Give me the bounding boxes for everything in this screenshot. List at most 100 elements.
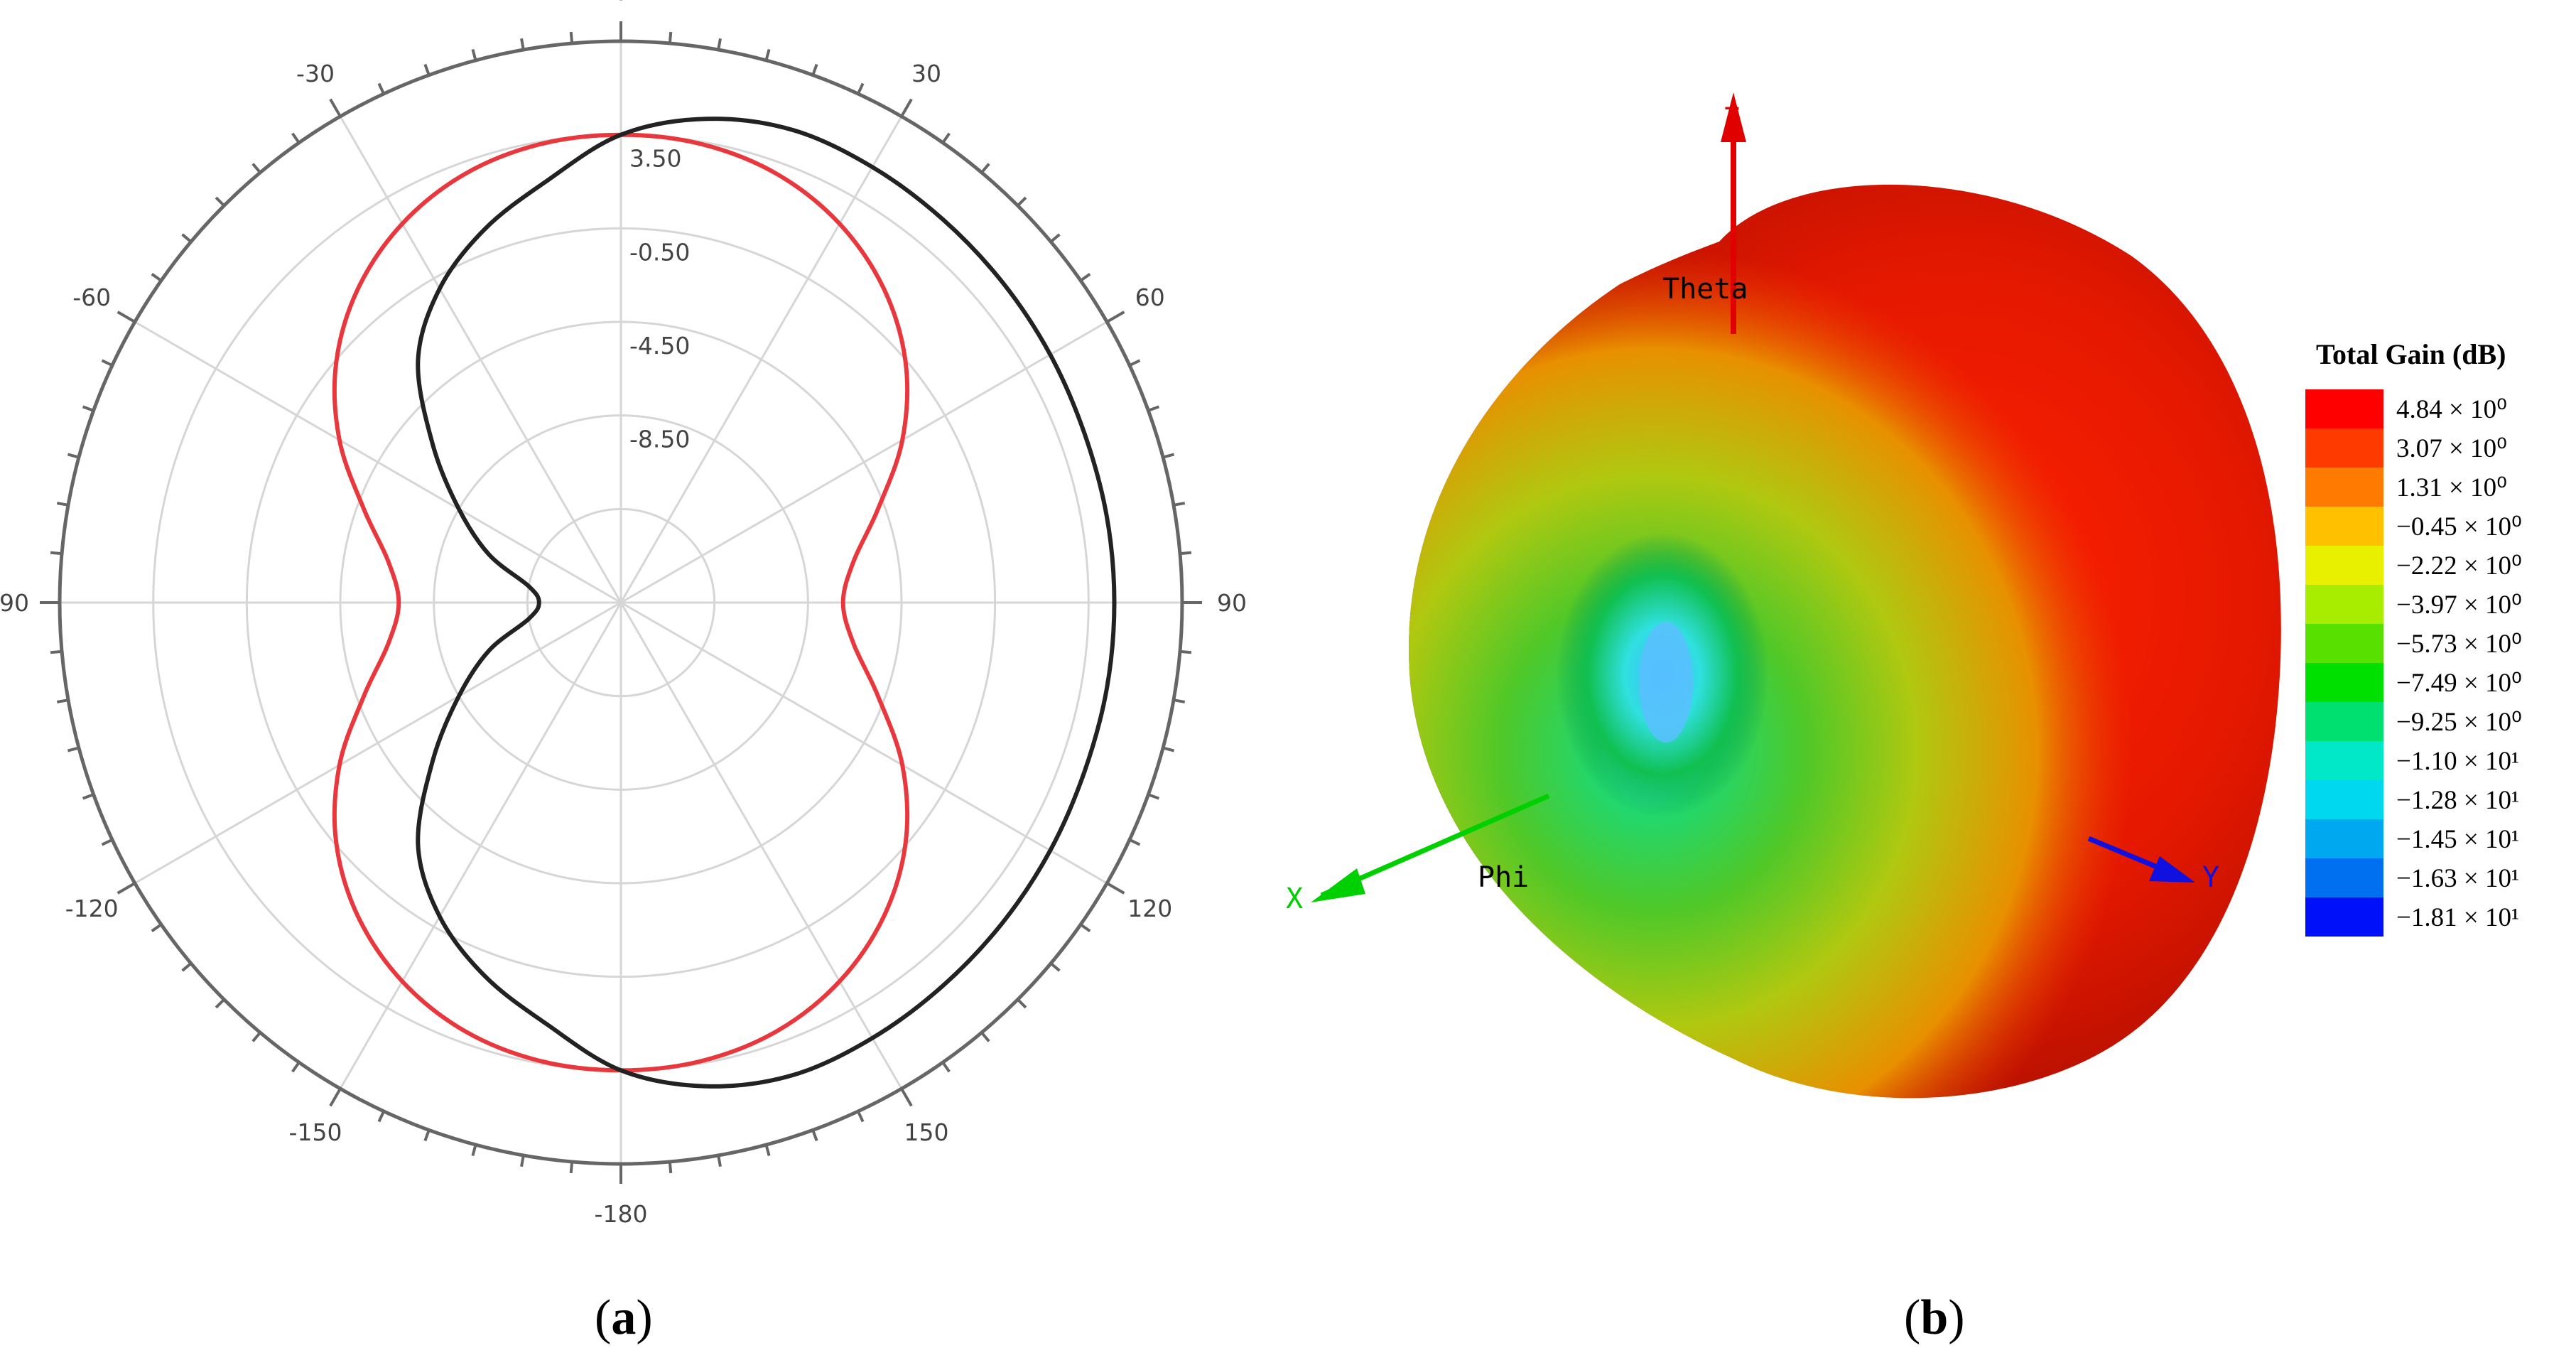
polar-radial-label: -8.50 — [629, 426, 690, 453]
legend-swatch — [2305, 858, 2383, 897]
polar-tick — [329, 1088, 342, 1107]
polar-tick — [857, 82, 865, 95]
y-axis-label: Y — [2202, 861, 2219, 894]
polar-tick — [82, 793, 94, 800]
legend-value: −5.73 × 10⁰ — [2396, 630, 2522, 659]
polar-tick — [764, 1144, 771, 1157]
polar-angle-label: 150 — [904, 1118, 949, 1146]
polar-tick — [1079, 923, 1091, 932]
legend-value: −1.45 × 10¹ — [2396, 825, 2519, 854]
polar-tick — [423, 1129, 431, 1142]
polar-tick — [1179, 551, 1192, 556]
polar-tick — [1079, 273, 1091, 282]
legend-value: −2.22 × 10⁰ — [2396, 551, 2522, 581]
polar-plot: 0 30 60 90 120 150 -180 -150 -120 -90 -60 -30 3.50 -0… — [0, 0, 1247, 1228]
polar-tick — [1106, 311, 1125, 323]
pattern-surface-left-shading — [1409, 184, 2281, 1099]
polar-tick — [1173, 698, 1186, 703]
polar-tick — [569, 1161, 574, 1174]
polar-tick — [1162, 453, 1175, 459]
polar-tick — [151, 273, 163, 282]
legend-value: −1.28 × 10¹ — [2396, 786, 2519, 815]
x-axis-arrow — [1311, 868, 1365, 902]
polar-tick — [329, 98, 342, 117]
polar-tick — [764, 48, 771, 61]
legend-value: −3.97 × 10⁰ — [2396, 590, 2522, 620]
polar-angle-labels: 0 30 60 90 120 150 -180 -150 -120 -90 -60 -30 3.50 -0… — [0, 0, 1247, 1228]
legend-value: −1.10 × 10¹ — [2396, 747, 2519, 776]
polar-tick — [1129, 838, 1141, 846]
polar-tick — [1017, 998, 1027, 1009]
legend-swatch — [2305, 389, 2383, 428]
theta-label: Theta — [1662, 273, 1748, 306]
polar-angle-label: -60 — [72, 284, 111, 311]
polar-tick — [291, 1061, 301, 1073]
polar-tick — [1173, 502, 1186, 507]
polar-tick — [215, 998, 225, 1009]
polar-tick — [67, 453, 80, 459]
polar-angle-label: -30 — [296, 60, 335, 87]
polar-tick — [668, 1161, 673, 1174]
polar-tick — [101, 838, 113, 846]
x-axis-label: X — [1286, 883, 1303, 915]
polar-tick — [811, 1129, 818, 1142]
legend-value: −1.63 × 10¹ — [2396, 864, 2519, 893]
polar-tick — [67, 746, 80, 752]
legend-swatch — [2305, 663, 2383, 702]
polar-angle-label: 30 — [911, 60, 941, 87]
polar-tick — [520, 38, 525, 50]
polar-series — [332, 117, 1117, 1089]
polar-tick — [117, 311, 136, 323]
polar-radial-label: 3.50 — [629, 145, 681, 173]
legend-swatch — [2305, 468, 2383, 507]
polar-grid — [40, 21, 1202, 1184]
polar-tick — [377, 82, 385, 95]
z-axis-label: Z — [1723, 102, 1740, 135]
polar-radial-label: -0.50 — [629, 238, 690, 266]
polar-angle-label: -90 — [0, 589, 29, 617]
legend-swatch — [2305, 507, 2383, 546]
legend-swatch — [2305, 780, 2383, 819]
legend-value: 3.07 × 10⁰ — [2396, 434, 2507, 463]
polar-series-line-2 — [416, 117, 1117, 1089]
polar-grid-spoke — [620, 320, 1108, 604]
polar-tick — [215, 196, 225, 207]
legend-swatch — [2305, 546, 2383, 585]
legend-swatch — [2305, 702, 2383, 741]
polar-grid-spoke — [134, 320, 622, 604]
polar-tick — [423, 63, 431, 76]
polar-tick — [117, 882, 136, 895]
polar-grid-spoke — [620, 601, 1108, 885]
polar-tick — [900, 98, 913, 117]
polar-tick — [1147, 793, 1160, 800]
polar-angle-label: 60 — [1135, 284, 1165, 311]
caption-b: (b) — [1904, 1290, 1965, 1345]
legend-swatch — [2305, 741, 2383, 780]
polar-tick — [1129, 359, 1141, 367]
polar-tick — [668, 31, 673, 44]
polar-tick — [520, 1155, 525, 1167]
polar-tick — [1049, 962, 1061, 972]
legend-value: −1.81 × 10¹ — [2396, 903, 2519, 932]
polar-tick — [1147, 405, 1160, 412]
polar-tick — [857, 1111, 865, 1123]
polar-tick — [251, 163, 261, 174]
polar-tick — [941, 132, 951, 144]
legend-title: Total Gain (dB) — [2316, 338, 2506, 370]
polar-tick — [1017, 196, 1027, 207]
polar-tick — [941, 1061, 951, 1073]
polar-angle-label: -120 — [65, 895, 119, 922]
caption-a: (a) — [595, 1290, 653, 1345]
phi-label: Phi — [1478, 861, 1529, 894]
z-axis-arrow — [1721, 92, 1746, 142]
polar-angle-label: -180 — [595, 1200, 648, 1228]
y-axis-arrow — [2149, 856, 2195, 883]
polar-tick — [56, 698, 69, 703]
polar-radial-label: -4.50 — [629, 332, 690, 360]
legend-value: 4.84 × 10⁰ — [2396, 395, 2507, 424]
legend-value: −7.49 × 10⁰ — [2396, 669, 2522, 698]
polar-grid-spoke — [339, 116, 622, 603]
polar-tick — [1106, 882, 1125, 895]
gain-legend: 4.84 × 10⁰ 3.07 × 10⁰ 1.31 × 10⁰ −0.45 × 10… — [2305, 389, 2522, 937]
polar-tick — [151, 923, 163, 932]
